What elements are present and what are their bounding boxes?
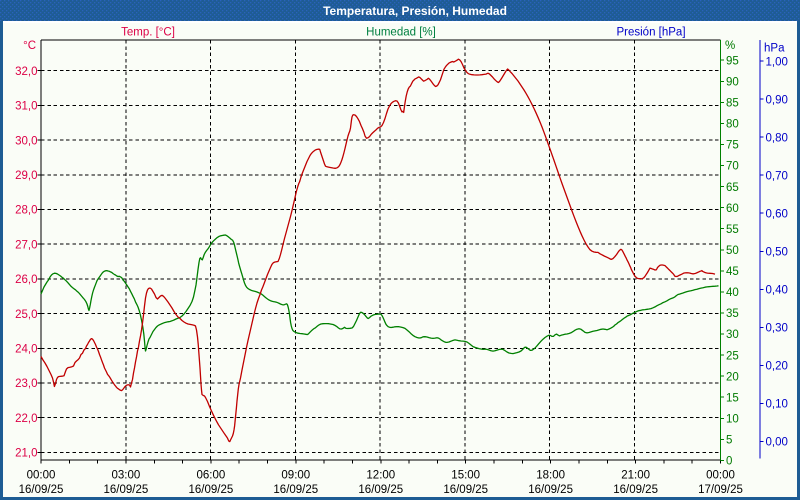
svg-text:70: 70 (726, 161, 739, 173)
svg-text:0,30: 0,30 (766, 323, 788, 335)
svg-text:29,0: 29,0 (15, 170, 37, 182)
svg-text:15:00: 15:00 (451, 470, 480, 482)
svg-text:26,0: 26,0 (15, 274, 37, 286)
svg-text:27,0: 27,0 (15, 239, 37, 251)
svg-text:16/09/25: 16/09/25 (358, 484, 403, 496)
svg-text:10: 10 (726, 414, 739, 426)
svg-text:30,0: 30,0 (15, 135, 37, 147)
svg-text:06:00: 06:00 (197, 470, 226, 482)
svg-text:0,70: 0,70 (766, 170, 788, 182)
svg-text:00:00: 00:00 (27, 470, 56, 482)
svg-text:31,0: 31,0 (15, 101, 37, 113)
svg-text:23,0: 23,0 (15, 378, 37, 390)
svg-text:16/09/25: 16/09/25 (104, 484, 149, 496)
svg-text:25: 25 (726, 350, 739, 362)
svg-text:25,0: 25,0 (15, 309, 37, 321)
svg-text:16/09/25: 16/09/25 (613, 484, 658, 496)
svg-text:75: 75 (726, 140, 739, 152)
svg-text:16/09/25: 16/09/25 (443, 484, 488, 496)
svg-text:60: 60 (726, 203, 739, 215)
svg-text:55: 55 (726, 224, 739, 236)
svg-text:16/09/25: 16/09/25 (189, 484, 234, 496)
svg-text:22,0: 22,0 (15, 413, 37, 425)
svg-text:0,20: 0,20 (766, 361, 788, 373)
svg-text:16/09/25: 16/09/25 (273, 484, 318, 496)
svg-text:28,0: 28,0 (15, 205, 37, 217)
svg-text:%: % (725, 40, 735, 52)
svg-text:Temp. [°C]: Temp. [°C] (121, 27, 175, 39)
svg-text:45: 45 (726, 266, 739, 278)
svg-text:95: 95 (726, 55, 739, 67)
svg-text:0,80: 0,80 (766, 132, 788, 144)
svg-text:5: 5 (726, 435, 732, 447)
svg-text:1,00: 1,00 (766, 56, 788, 68)
svg-text:15: 15 (726, 392, 739, 404)
svg-text:30: 30 (726, 329, 739, 341)
svg-text:85: 85 (726, 98, 739, 110)
svg-text:40: 40 (726, 287, 739, 299)
svg-text:00:00: 00:00 (706, 470, 735, 482)
svg-text:17/09/25: 17/09/25 (698, 484, 743, 496)
svg-text:12:00: 12:00 (366, 470, 395, 482)
svg-text:Humedad [%]: Humedad [%] (366, 27, 436, 39)
svg-text:0: 0 (726, 456, 732, 468)
svg-text:24,0: 24,0 (15, 344, 37, 356)
svg-text:50: 50 (726, 245, 739, 257)
svg-text:Presión [hPa]: Presión [hPa] (616, 27, 685, 39)
svg-text:80: 80 (726, 119, 739, 131)
svg-text:18:00: 18:00 (536, 470, 565, 482)
svg-text:0,50: 0,50 (766, 247, 788, 259)
svg-text:21,0: 21,0 (15, 448, 37, 460)
svg-text:16/09/25: 16/09/25 (19, 484, 64, 496)
svg-text:21:00: 21:00 (621, 470, 650, 482)
svg-text:0,10: 0,10 (766, 399, 788, 411)
svg-text:Temperatura, Presión, Humedad: Temperatura, Presión, Humedad (323, 4, 507, 18)
svg-text:°C: °C (23, 40, 36, 52)
svg-text:hPa: hPa (764, 43, 785, 55)
svg-text:65: 65 (726, 182, 739, 194)
svg-text:0,40: 0,40 (766, 285, 788, 297)
svg-text:03:00: 03:00 (112, 470, 141, 482)
svg-text:09:00: 09:00 (281, 470, 310, 482)
svg-text:0,90: 0,90 (766, 94, 788, 106)
svg-text:35: 35 (726, 308, 739, 320)
svg-text:0,60: 0,60 (766, 208, 788, 220)
svg-text:90: 90 (726, 77, 739, 89)
svg-text:20: 20 (726, 371, 739, 383)
svg-text:0,00: 0,00 (766, 437, 788, 449)
svg-text:16/09/25: 16/09/25 (528, 484, 573, 496)
svg-text:32,0: 32,0 (15, 66, 37, 78)
